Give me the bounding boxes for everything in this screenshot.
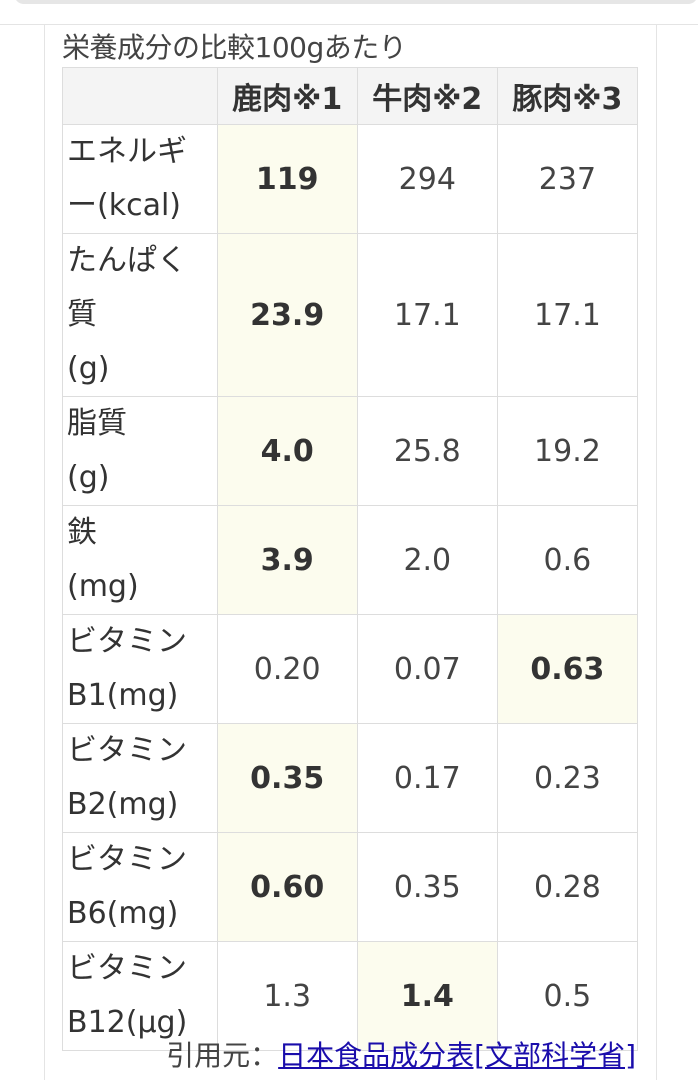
value-cell: 0.5 [496,941,639,1051]
row-label-line: 脂質 [67,406,127,441]
table-caption: 栄養成分の比較100gあたり [62,31,407,64]
table-row: エネルギ ー(kcal) 119 294 237 [62,124,639,234]
value-cell: 0.60 [216,832,358,942]
row-label-line: (g) [67,460,110,495]
divider [0,24,698,25]
value-cell: 23.9 [216,233,358,397]
row-label: 脂質 (g) [62,396,218,506]
row-label: ビタミン B2(mg) [62,723,218,833]
table-row: 脂質 (g) 4.0 25.8 19.2 [62,396,639,506]
header-venison: 鹿肉※1 [216,67,358,125]
value-cell: 0.35 [216,723,358,833]
row-label-line: (mg) [67,569,139,604]
value-cell: 19.2 [496,396,639,506]
value-cell: 25.8 [356,396,498,506]
value-cell: 4.0 [216,396,358,506]
row-label: たんぱく質 (g) [62,233,218,397]
row-label-line: エネルギ [67,134,187,169]
row-label-line: (g) [67,351,110,386]
content-box [44,25,657,1080]
citation-prefix: 引用元： [166,1039,279,1072]
row-label-line: ビタミン [67,951,187,986]
row-label: 鉄 (mg) [62,505,218,615]
value-cell: 0.07 [356,614,498,724]
table-row: ビタミン B6(mg) 0.60 0.35 0.28 [62,832,639,942]
value-cell: 1.3 [216,941,358,1051]
row-label-line: B1(mg) [67,678,179,713]
citation: 引用元：日本食品成分表[文部科学省] [166,1034,636,1074]
row-label-line: 質 [67,297,97,332]
row-label: ビタミン B1(mg) [62,614,218,724]
row-label-line: B2(mg) [67,787,179,822]
value-cell: 0.63 [496,614,639,724]
top-bar [14,0,698,4]
value-cell: 0.23 [496,723,639,833]
header-beef: 牛肉※2 [356,67,498,125]
row-label-line: たんぱく [67,243,187,278]
value-cell: 294 [356,124,498,234]
row-label-line: ビタミン [67,842,187,877]
row-label-line: B6(mg) [67,896,179,931]
header-pork: 豚肉※3 [496,67,639,125]
row-label-line: B12(μg) [67,1005,188,1040]
table-row: ビタミン B2(mg) 0.35 0.17 0.23 [62,723,639,833]
value-cell: 0.35 [356,832,498,942]
citation-link[interactable]: 日本食品成分表[文部科学省] [278,1039,636,1072]
value-cell: 119 [216,124,358,234]
header-row: 鹿肉※1 牛肉※2 豚肉※3 [62,67,639,125]
row-label: エネルギー(kcal) [62,124,218,234]
value-cell: 0.28 [496,832,639,942]
value-cell: 2.0 [356,505,498,615]
value-cell: 3.9 [216,505,358,615]
row-label-line: ビタミン [67,624,187,659]
header-empty [62,67,218,125]
value-cell: 17.1 [496,233,639,397]
value-cell: 0.6 [496,505,639,615]
row-label: ビタミン B6(mg) [62,832,218,942]
value-cell: 0.17 [356,723,498,833]
value-cell: 237 [496,124,639,234]
row-label: ビタミン B12(μg) [62,941,218,1051]
table-row: たんぱく質 (g) 23.9 17.1 17.1 [62,233,639,397]
row-label-line: 鉄 [67,515,97,550]
nutrition-table: 鹿肉※1 牛肉※2 豚肉※3 エネルギ ー(kcal) 119 294 237 たんぱく質… [62,67,639,1051]
value-cell: 1.4 [356,941,498,1051]
table-row: ビタミン B12(μg) 1.3 1.4 0.5 [62,941,639,1051]
row-label-line: ビタミン [67,733,187,768]
row-label-line: ー(kcal) [67,188,181,223]
table-row: ビタミン B1(mg) 0.20 0.07 0.63 [62,614,639,724]
value-cell: 0.20 [216,614,358,724]
value-cell: 17.1 [356,233,498,397]
table-row: 鉄 (mg) 3.9 2.0 0.6 [62,505,639,615]
